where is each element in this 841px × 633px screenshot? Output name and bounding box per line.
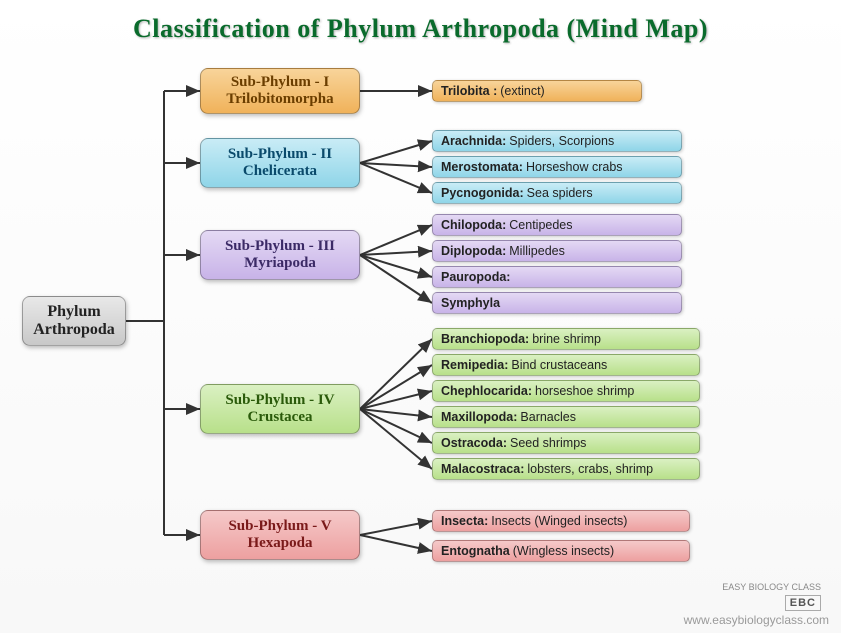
class-name: Diplopoda:: [441, 244, 506, 258]
class-name: Pauropoda:: [441, 270, 510, 284]
class-leaf: Chephlocarida: horseshoe shrimp: [432, 380, 700, 402]
class-desc: lobsters, crabs, shrimp: [527, 462, 653, 476]
root-line1: Phylum: [47, 303, 100, 321]
subphylum-line2: Crustacea: [248, 409, 313, 426]
class-name: Chilopoda:: [441, 218, 506, 232]
class-name: Remipedia:: [441, 358, 508, 372]
class-name: Branchiopoda:: [441, 332, 529, 346]
class-name: Insecta:: [441, 514, 488, 528]
class-leaf: Merostomata: Horseshow crabs: [432, 156, 682, 178]
class-desc: Spiders, Scorpions: [509, 134, 614, 148]
class-desc: brine shrimp: [532, 332, 601, 346]
class-desc: horseshoe shrimp: [535, 384, 634, 398]
subphylum-node: Sub-Phylum - IIChelicerata: [200, 138, 360, 188]
class-desc: Millipedes: [509, 244, 565, 258]
subphylum-node: Sub-Phylum - VHexapoda: [200, 510, 360, 560]
class-leaf: Branchiopoda: brine shrimp: [432, 328, 700, 350]
subphylum-line1: Sub-Phylum - V: [228, 518, 331, 535]
class-desc: Horseshow crabs: [526, 160, 623, 174]
subphylum-line2: Hexapoda: [247, 535, 312, 552]
class-name: Maxillopoda:: [441, 410, 517, 424]
footer-url: www.easybiologyclass.com: [684, 613, 829, 627]
class-leaf: Remipedia: Bind crustaceans: [432, 354, 700, 376]
root-node: PhylumArthropoda: [22, 296, 126, 346]
class-name: Entognatha: [441, 544, 510, 558]
class-name: Malacostraca:: [441, 462, 524, 476]
class-name: Pycnogonida:: [441, 186, 524, 200]
class-desc: Sea spiders: [527, 186, 593, 200]
class-desc: (extinct): [500, 84, 544, 98]
class-leaf: Maxillopoda: Barnacles: [432, 406, 700, 428]
subphylum-line2: Myriapoda: [244, 255, 316, 272]
subphylum-line1: Sub-Phylum - I: [231, 74, 329, 91]
class-name: Chephlocarida:: [441, 384, 532, 398]
root-line2: Arthropoda: [33, 321, 115, 339]
subphylum-line2: Trilobitomorpha: [226, 91, 333, 108]
class-desc: (Wingless insects): [513, 544, 614, 558]
class-leaf: Trilobita : (extinct): [432, 80, 642, 102]
subphylum-node: Sub-Phylum - ITrilobitomorpha: [200, 68, 360, 114]
class-leaf: Arachnida: Spiders, Scorpions: [432, 130, 682, 152]
connector-lines: [0, 0, 841, 633]
class-leaf: Entognatha (Wingless insects): [432, 540, 690, 562]
logo-badge: EASY BIOLOGY CLASS EBC: [722, 583, 821, 611]
class-desc: Centipedes: [509, 218, 572, 232]
class-leaf: Chilopoda: Centipedes: [432, 214, 682, 236]
class-desc: Barnacles: [520, 410, 576, 424]
subphylum-line1: Sub-Phylum - II: [228, 146, 332, 163]
logo-abbr: EBC: [785, 595, 821, 611]
class-leaf: Ostracoda: Seed shrimps: [432, 432, 700, 454]
class-leaf: Malacostraca: lobsters, crabs, shrimp: [432, 458, 700, 480]
subphylum-line1: Sub-Phylum - III: [225, 238, 335, 255]
class-name: Ostracoda:: [441, 436, 507, 450]
class-name: Symphyla: [441, 296, 500, 310]
class-leaf: Symphyla: [432, 292, 682, 314]
subphylum-line1: Sub-Phylum - IV: [225, 392, 334, 409]
subphylum-line2: Chelicerata: [243, 163, 317, 180]
logo-text: EASY BIOLOGY CLASS: [722, 583, 821, 593]
class-desc: Insects (Winged insects): [491, 514, 627, 528]
page-title: Classification of Phylum Arthropoda (Min…: [0, 0, 841, 44]
class-leaf: Pycnogonida: Sea spiders: [432, 182, 682, 204]
subphylum-node: Sub-Phylum - IVCrustacea: [200, 384, 360, 434]
class-desc: Bind crustaceans: [511, 358, 607, 372]
subphylum-node: Sub-Phylum - IIIMyriapoda: [200, 230, 360, 280]
class-name: Trilobita :: [441, 84, 497, 98]
class-leaf: Diplopoda: Millipedes: [432, 240, 682, 262]
class-leaf: Pauropoda:: [432, 266, 682, 288]
class-name: Merostomata:: [441, 160, 523, 174]
class-leaf: Insecta: Insects (Winged insects): [432, 510, 690, 532]
class-desc: Seed shrimps: [510, 436, 586, 450]
class-name: Arachnida:: [441, 134, 506, 148]
